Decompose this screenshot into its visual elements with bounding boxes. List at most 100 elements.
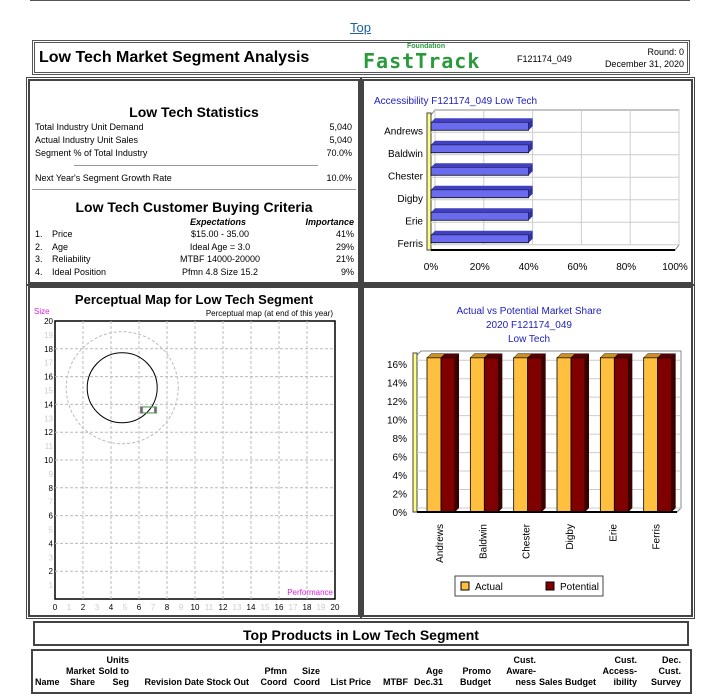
products-table: Name Market Share Units Sold to Seg Revisio… [31,649,692,694]
bar-top [431,185,533,190]
column-header[interactable]: Dec. Cust. Survey [650,655,681,687]
x-tick-label: 0 [53,603,58,612]
criteria-expect: $15.00 - 35.00 [190,229,250,239]
chart-title: Actual vs Potential Market Share [456,306,602,317]
category-label: Digby [565,524,576,550]
column-header[interactable]: Promo Budget [460,666,491,687]
column-header[interactable]: Market Share [65,666,95,687]
criteria-name: Ideal Position [52,266,107,277]
column-header[interactable]: Sales Budget [538,677,596,687]
category-label: Andrews [384,126,423,137]
x-tick-label: 19 [317,603,326,612]
category-label: Ferris [397,239,423,250]
column-header[interactable]: List Price [330,677,371,687]
y-tick-label: 13 [44,414,53,423]
bar-actual [469,357,485,513]
bar-digby [430,189,529,199]
bar-actual [556,357,572,513]
bar-potential [570,357,586,513]
bar-top [613,353,633,359]
chart-title: 2020 F121174_049 [486,320,572,331]
bar-side [455,353,459,512]
chart-title: Perceptual Map for Low Tech Segment [75,292,314,307]
y-tick-label: 1 [49,581,54,590]
criteria-importance: 9% [340,266,354,277]
y-tick-label: 9 [49,470,54,479]
col-importance: Importance [305,217,354,227]
x-tick-label: 60% [567,262,587,273]
top-divider [30,0,690,1]
y-tick-label: 10 [44,456,53,465]
x-tick-label: 7 [151,603,156,612]
x-tick-label: 1 [67,603,72,612]
x-tick-label: 4 [109,603,114,612]
y-tick-label: 4% [393,471,408,482]
plot-area [430,109,680,251]
page-header: Low Tech Market Segment Analysis Foundat… [32,40,690,75]
column-header[interactable]: Pfmn Coord [260,666,288,687]
column-header[interactable]: Cust. Access- ibility [602,655,637,687]
criteria-num: 3. [35,254,43,264]
column-header[interactable]: Units Sold to Seg [98,655,130,687]
x-tick-label: 15 [261,603,270,612]
table-title: Top Products in Low Tech Segment [33,621,689,646]
column-header[interactable]: Age Dec.31 [413,666,443,687]
y-axis-label: Size [34,307,50,316]
column-header[interactable]: Size Coord [293,666,321,687]
x-tick-label: 2 [81,603,86,612]
bar-ferris [430,234,529,244]
x-tick-label: 0% [424,262,439,273]
category-label: Baldwin [388,149,423,160]
bar-top [431,208,533,213]
perceptual-map-chart: Perceptual Map for Low Tech Segment Perce… [34,292,340,612]
market-share-chart: Actual vs Potential Market Share 2020 F12… [387,306,682,597]
column-header[interactable]: MTBF [383,677,408,687]
y-tick-label: 5 [49,526,54,535]
fine-cut-circle [86,352,158,424]
x-tick-label: 18 [303,603,312,612]
bar-potential [483,357,499,513]
bar-top [431,230,533,235]
criteria-name: Reliability [52,254,91,264]
category-label: Digby [397,194,423,205]
category-label: Chester [388,171,424,182]
x-tick-label: 20% [470,262,490,273]
x-axis-label: Performance [287,588,333,597]
criteria-name: Age [52,241,69,252]
bar-side [528,208,533,221]
chart-title: Accessibility F121174_049 Low Tech [374,96,537,107]
legend-label: Actual [475,582,503,593]
y-tick-label: 16 [44,373,53,382]
col-expectations: Expectations [190,217,247,227]
x-tick-label: 5 [123,603,128,612]
chart-title: Low Tech [508,334,550,345]
column-header[interactable]: Revision Date [144,677,204,687]
stats-panel: Low Tech Statistics Total Industry Unit … [26,77,362,286]
fasttrack-logo: Foundation FastTrack [363,43,481,73]
stats-title: Low Tech Statistics [129,104,259,120]
bar-actual [513,357,529,513]
x-tick-label: 100% [662,262,688,273]
bar-erie [430,211,529,221]
y-tick-label: 12% [387,397,407,408]
column-header[interactable]: Cust. Aware- ness [506,655,536,687]
column-header[interactable]: Name [35,677,60,687]
legend-swatch-potential [545,581,555,591]
y-tick-label: 2 [49,567,54,576]
criteria-importance: 41% [335,229,354,239]
bar-side [528,163,533,176]
bar-actual [426,357,442,513]
y-tick-label: 16% [387,360,407,371]
bar-potential [527,357,543,513]
column-header[interactable]: Stock Out [206,677,249,687]
y-axis-wall [426,112,432,251]
market-share-panel: Actual vs Potential Market Share 2020 F12… [360,284,695,619]
y-tick-label: 6% [393,453,408,464]
bar-andrews [430,121,529,131]
category-label: Erie [608,524,619,542]
criteria-num: 1. [35,229,43,239]
x-tick-label: 6 [137,603,142,612]
y-tick-label: 17 [44,359,53,368]
y-tick-label: 19 [44,331,53,340]
top-link[interactable]: Top [350,20,371,35]
